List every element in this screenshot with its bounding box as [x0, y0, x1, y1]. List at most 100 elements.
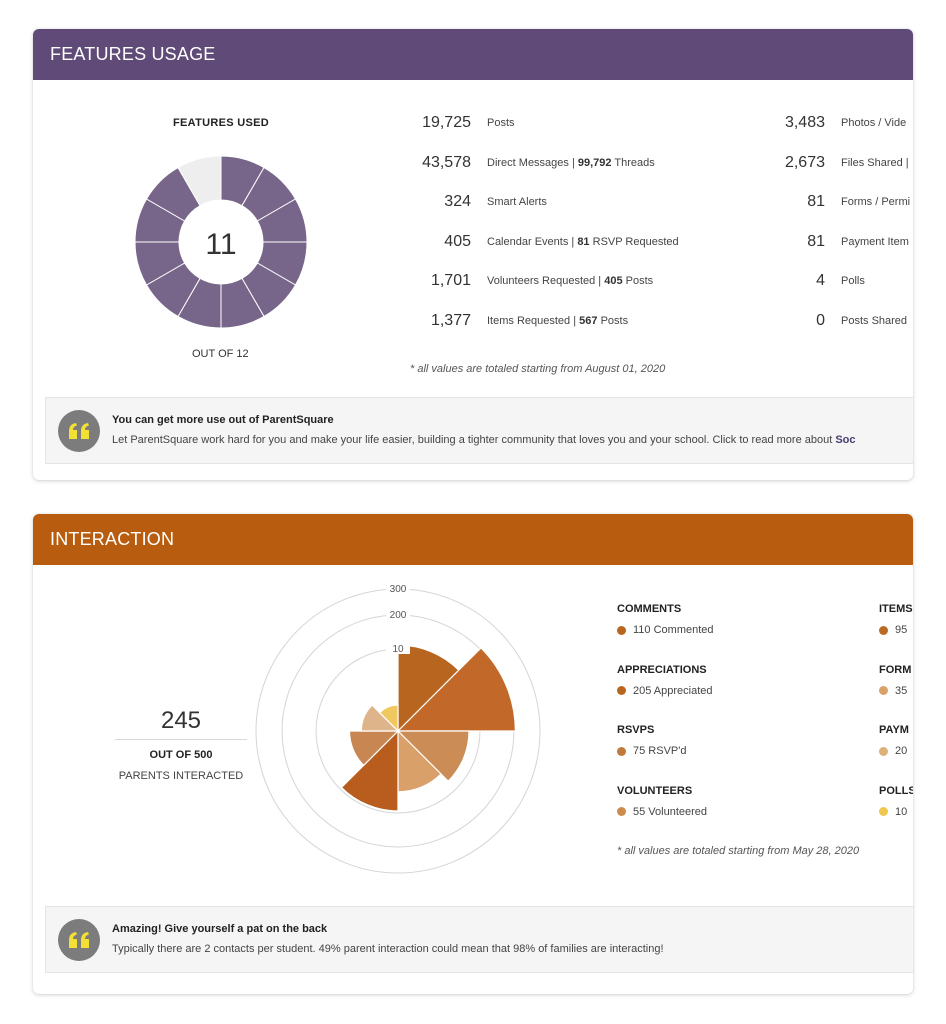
legend-item-text: 110 Commented: [633, 624, 714, 636]
stat-right-label: Forms / Permi: [841, 196, 911, 209]
stat-right-value: 4: [816, 272, 825, 290]
polar-sector-items: [340, 729, 399, 812]
legend-item: 35: [879, 685, 907, 697]
interaction-tip-title: Amazing! Give yourself a pat on the back: [112, 923, 328, 935]
features-used-title: FEATURES USED: [173, 117, 269, 129]
legend-item: 205 Appreciated: [617, 685, 713, 697]
interaction-body: 245 OUT OF 500 PARENTS INTERACTED 300 200…: [33, 565, 913, 994]
features-tip-banner[interactable]: You can get more use out of ParentSquare…: [45, 397, 913, 464]
stat-left-label-text: Volunteers Requested |: [487, 275, 602, 288]
interaction-note: * all values are totaled starting from M…: [617, 845, 860, 857]
legend-item-text: 95: [895, 624, 908, 636]
quote-icon: [58, 919, 100, 961]
stat-right-value: 81: [807, 193, 825, 211]
stat-right-value: 81: [807, 232, 825, 250]
legend-title: VOLUNTEERS: [617, 784, 693, 797]
features-tip-title: You can get more use out of ParentSquare: [112, 414, 334, 426]
features-usage-card: FEATURES USAGE FEATURES USED 11 OUT OF 1…: [33, 29, 913, 480]
stat-left-label: Direct Messages | 99,792 Threads: [487, 157, 655, 169]
stat-left-extra-label: Threads: [614, 156, 655, 169]
features-used-count: 11: [205, 228, 236, 261]
features-usage-body: FEATURES USED 11 OUT OF 12 19,725 Posts 43…: [33, 80, 913, 480]
stat-left-extra-label: Posts: [625, 275, 654, 288]
legend-title: APPRECIATIONS: [617, 663, 707, 676]
stat-left-value: 405: [444, 232, 471, 250]
legend-item-text: 35: [895, 684, 908, 697]
stat-left-extra-value: 99,792: [577, 156, 612, 169]
quote-icon: [58, 410, 100, 452]
parents-interacted-count: 245: [160, 707, 202, 734]
legend-dot: [617, 686, 626, 695]
polar-sector-forms: [348, 730, 400, 767]
stat-left-label: Posts: [487, 117, 515, 129]
stat-left-label-text: Items Requested |: [487, 315, 577, 327]
legend-item: 110 Commented: [617, 624, 714, 636]
count-divider: [115, 739, 247, 740]
legend-title: POLLS: [879, 784, 913, 797]
stat-left-extra-value: 567: [579, 315, 598, 327]
legend-title: COMMENTS: [617, 603, 682, 615]
legend-item: 95: [879, 624, 907, 636]
legend-dot: [617, 807, 626, 816]
stat-right-label: Payment Item: [841, 235, 909, 248]
features-used-donut: 11: [135, 156, 307, 328]
stat-left-value: 19,725: [422, 114, 471, 131]
polar-tick-label: 10: [392, 644, 404, 655]
interaction-header: INTERACTION: [33, 514, 913, 565]
polar-tick-label: 300: [390, 584, 407, 595]
interaction-card: INTERACTION 245 OUT OF 500 PARENTS INTER…: [33, 514, 913, 994]
legend-title: PAYM: [879, 724, 909, 736]
stat-right-value: 0: [816, 312, 825, 329]
stat-right-value: 2,673: [784, 153, 825, 171]
polar-sector-payments: [360, 704, 400, 732]
legend-title: RSVPS: [617, 724, 655, 736]
features-out-of: OUT OF 12: [192, 348, 249, 360]
legend-item: 75 RSVP'd: [617, 745, 686, 757]
interaction-tip-banner: Amazing! Give yourself a pat on the back…: [45, 906, 913, 973]
features-usage-header: FEATURES USAGE: [33, 29, 913, 80]
stat-left-extra-value: 81: [577, 235, 590, 248]
features-note: * all values are totaled starting from A…: [410, 363, 666, 375]
parents-interacted-label: PARENTS INTERACTED: [118, 770, 244, 782]
stat-left-value: 43,578: [422, 153, 471, 171]
stat-left-extra-label: Posts: [600, 315, 629, 327]
legend-dot: [617, 625, 626, 635]
legend-title: FORM: [879, 663, 912, 676]
polar-sector-rsvps: [396, 730, 470, 783]
parents-out-of: OUT OF 500: [149, 749, 213, 761]
stat-left-label: Items Requested | 567 Posts: [487, 315, 628, 327]
stat-left-label: Smart Alerts: [487, 196, 547, 208]
polar-tick-label: 200: [390, 610, 407, 621]
stat-left-extra-label: RSVP Requested: [592, 235, 679, 248]
stat-right-label: Polls: [841, 275, 865, 288]
stat-right-label: Files Shared |: [841, 156, 909, 169]
polar-tick-bg: [386, 582, 410, 594]
legend-dot: [617, 746, 626, 756]
polar-tick-bg: [386, 608, 410, 621]
stat-right-label: Photos / Vide: [841, 117, 907, 129]
stat-left-label-text: Posts: [487, 117, 515, 129]
stat-right-label: Posts Shared: [841, 315, 908, 327]
polar-sector-polls: [378, 704, 399, 733]
legend-dot: [879, 807, 888, 816]
stat-left-label-text: Calendar Events |: [487, 235, 575, 248]
stat-left-value: 1,377: [430, 312, 471, 329]
stat-left-value: 1,701: [430, 272, 471, 290]
legend-item: 10: [879, 806, 907, 818]
legend-dot: [879, 625, 888, 635]
legend-dot: [879, 686, 888, 695]
interaction-tip-text: Typically there are 2 contacts per stude…: [112, 943, 664, 955]
legend-title: ITEMS: [879, 603, 913, 615]
features-tip-text: Let ParentSquare work hard for you and m…: [112, 434, 856, 446]
donut-segment-unused: [177, 156, 222, 207]
legend-item: 55 Volunteered: [617, 806, 707, 818]
stat-left-label: Volunteers Requested | 405 Posts: [487, 275, 653, 287]
legend-item: 20: [879, 745, 907, 757]
polar-tick-bg: [386, 642, 410, 655]
stat-left-label-text: Smart Alerts: [487, 196, 547, 209]
legend-item-text: 75 RSVP'd: [633, 745, 687, 757]
features-tip-body: Let ParentSquare work hard for you and m…: [112, 434, 833, 446]
stat-left-label: Calendar Events | 81 RSVP Requested: [487, 236, 679, 248]
legend-item-text: 20: [895, 745, 908, 757]
read-more-link[interactable]: Soc: [835, 434, 856, 446]
